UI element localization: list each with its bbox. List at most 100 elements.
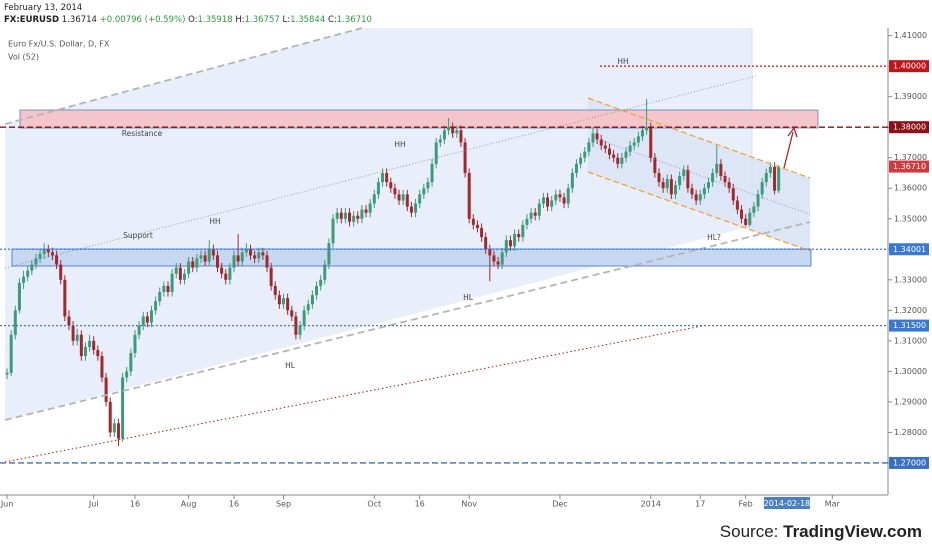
legend-symbol: Euro Fx/U.S. Dollar, D, FX (8, 40, 110, 49)
candle-body (426, 182, 430, 189)
level-box (889, 456, 929, 469)
header: February 13, 2014 FX:EURUSD 1.36714 +0.0… (4, 2, 372, 26)
candle-body (236, 255, 240, 262)
candle-body (187, 261, 191, 274)
candle-body (315, 285, 319, 296)
x-tick-label: Oct (367, 500, 381, 509)
candle-body (484, 237, 488, 250)
candle-body (116, 423, 120, 439)
candle-body (67, 316, 71, 326)
candle-body (265, 255, 269, 268)
channel-fill (5, 28, 752, 420)
header-date: February 13, 2014 (4, 3, 83, 13)
candle-body (385, 172, 389, 183)
candle-body (459, 130, 463, 143)
candle-body (112, 423, 116, 433)
x-tick-label: Sep (276, 500, 291, 509)
arrow-shaft (783, 131, 794, 169)
candle-body (170, 273, 174, 293)
candle-body (376, 182, 380, 195)
candle-body (756, 194, 760, 207)
level-label: 1.38000 (893, 123, 926, 132)
candle-body (331, 218, 335, 244)
candle-body (752, 206, 756, 213)
candle-body (166, 285, 170, 293)
candle-body (657, 172, 661, 183)
ohlc-value: 1.35918 (197, 15, 233, 25)
x-tick-label: 16 (415, 500, 425, 509)
candle-body (294, 316, 298, 335)
candle-body (583, 151, 587, 158)
y-tick-label: 1.32000 (894, 306, 927, 315)
candle-body (719, 163, 723, 177)
candle-body (669, 179, 673, 195)
candle-body (34, 258, 38, 265)
candle-body (628, 145, 632, 152)
candle-body (599, 139, 603, 146)
candle-body (678, 176, 682, 186)
ohlc-key: H: (235, 15, 245, 25)
candle-body (595, 133, 599, 140)
candle-body (220, 267, 224, 274)
drawings-under (5, 28, 819, 420)
candle-body (661, 182, 665, 189)
x-tick-label: 17 (695, 500, 705, 509)
level-box (889, 60, 929, 73)
candle-body (290, 310, 294, 317)
candle-body (389, 182, 393, 189)
candle-body (558, 194, 562, 198)
candle-body (517, 234, 521, 238)
candle-body (96, 350, 100, 357)
candle-body (418, 194, 422, 204)
candle-body (447, 127, 451, 131)
candle-body (504, 240, 508, 253)
candle-body (282, 298, 286, 305)
candle-body (162, 285, 166, 293)
candle-body (748, 212, 752, 225)
candle-body (591, 133, 595, 143)
annotation: Resistance (122, 129, 163, 138)
annotation: HL (463, 293, 474, 302)
y-tick-label: 1.33000 (894, 275, 927, 284)
candle-body (393, 188, 397, 195)
y-tick-label: 1.28000 (894, 428, 927, 437)
y-tick-label: 1.35000 (894, 214, 927, 223)
candle-body (137, 325, 141, 335)
candle-body (723, 176, 727, 183)
candle-body (562, 197, 566, 204)
x-tick-label: Dec (552, 500, 567, 509)
candle-body (616, 157, 620, 164)
candle-body (211, 249, 215, 256)
candle-body (665, 179, 669, 189)
candle-body (711, 172, 715, 183)
candle-body (434, 142, 438, 164)
candle-body (455, 130, 459, 134)
candle-body (30, 264, 34, 271)
y-tick-label: 1.30000 (894, 367, 927, 376)
candle-body (500, 252, 504, 265)
cursor-box (763, 497, 810, 509)
candle-body (232, 255, 236, 268)
candle-body (480, 227, 484, 238)
candle-body (207, 249, 211, 262)
candle-body (22, 276, 26, 283)
resistance-zone (19, 109, 819, 129)
candle-body (521, 224, 525, 238)
candle-body (100, 356, 104, 378)
y-tick-label: 1.41000 (894, 31, 927, 40)
candle-body (653, 157, 657, 173)
candle-body (570, 172, 574, 189)
candle-body (75, 334, 79, 341)
candle-body (645, 127, 649, 131)
candle-body (372, 194, 376, 204)
candle-body (5, 372, 9, 375)
candle-body (496, 261, 500, 265)
candle-body (587, 142, 591, 152)
candle-body (286, 298, 290, 311)
candle-body (414, 203, 418, 213)
candle-body (438, 139, 442, 143)
candle-body (513, 234, 517, 247)
down-channel-bottom (587, 171, 811, 252)
